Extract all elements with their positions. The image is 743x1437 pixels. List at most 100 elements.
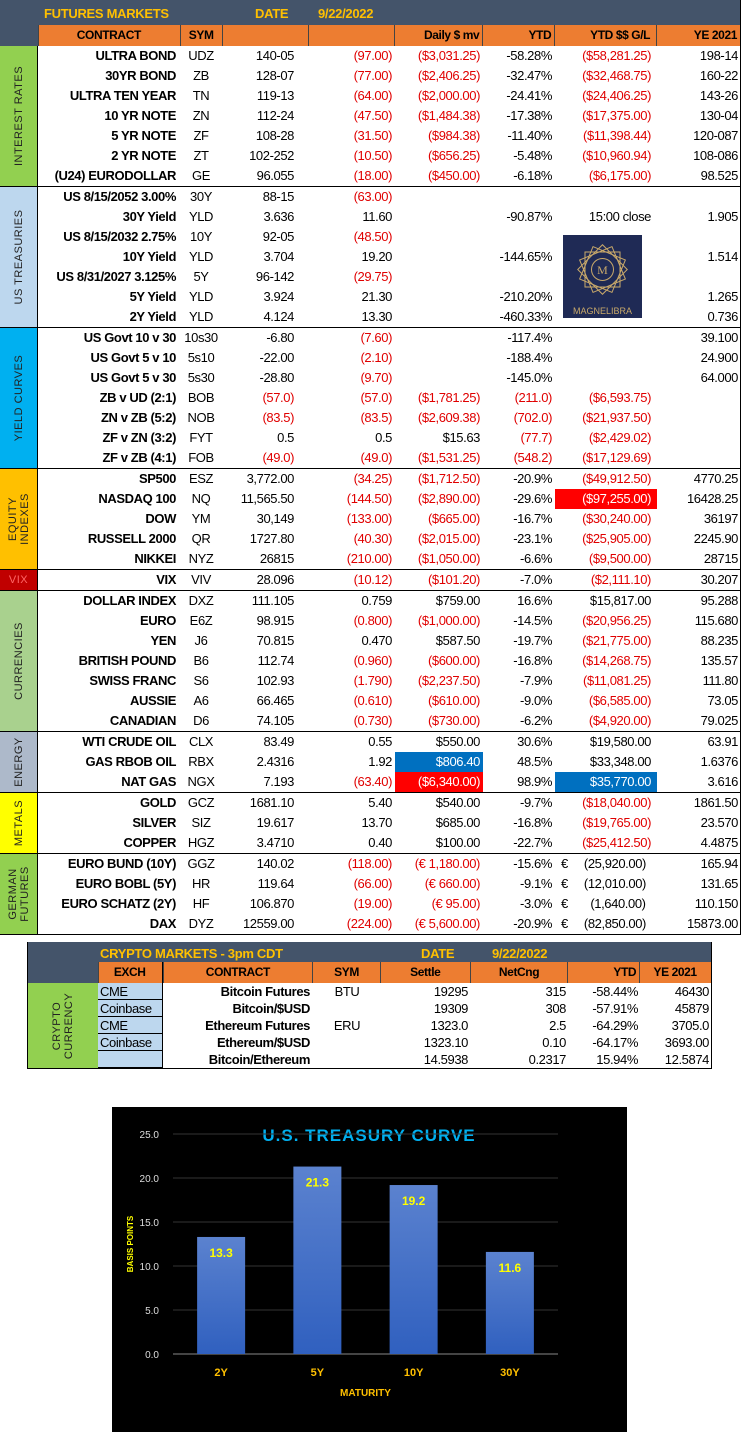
y-tick-label: 15.0 bbox=[140, 1218, 160, 1229]
cell-ytd: -58.44% bbox=[592, 984, 638, 999]
cell-daily: ($1,781.25) bbox=[417, 390, 480, 405]
cell-sym: UDZ bbox=[188, 48, 214, 63]
column-header: CONTRACT bbox=[162, 962, 313, 983]
cell-sym: NOB bbox=[187, 410, 215, 425]
cell-last: 112.74 bbox=[257, 653, 295, 668]
cell-sym: NGX bbox=[187, 774, 215, 789]
cell-contract: DOW bbox=[145, 511, 176, 526]
cell-contract: AUSSIE bbox=[129, 693, 176, 708]
x-tick-label: 5Y bbox=[311, 1367, 325, 1379]
cell-exch bbox=[98, 1051, 163, 1068]
column-header: YE 2021 bbox=[639, 962, 711, 983]
cell-ytd: 15.94% bbox=[596, 1052, 638, 1067]
cell-sym: 5Y bbox=[193, 269, 209, 284]
cell-contract: US 8/15/2032 2.75% bbox=[63, 229, 176, 244]
cell-last: 0.5 bbox=[277, 430, 294, 445]
futures-markets-table: FUTURES MARKETS DATE 9/22/2022 CONTRACT S… bbox=[0, 0, 741, 935]
cell-last: 119-13 bbox=[256, 88, 295, 103]
cell-ytd: -14.5% bbox=[513, 613, 552, 628]
cell-ytd: -6.2% bbox=[520, 713, 552, 728]
cell-ye: 115.680 bbox=[694, 613, 739, 628]
cell-last: 106.870 bbox=[249, 896, 295, 911]
cell-daily: ($1,484.38) bbox=[417, 108, 480, 123]
cell-ytd_gl: € (1,640.00) bbox=[561, 896, 646, 911]
cell-ye: 46430 bbox=[674, 984, 710, 999]
cell-exch: Coinbase bbox=[98, 1000, 163, 1017]
section-rows: US 8/15/2052 3.00% 30Y 88-15 (63.00) 30Y Yie… bbox=[38, 187, 741, 327]
cell-contract: EURO SCHATZ (2Y) bbox=[61, 896, 176, 911]
table-row: GOLD GCZ 1681.10 5.40 $540.00 -9.7% ($18,040.0… bbox=[38, 793, 741, 813]
cell-chg: (31.50) bbox=[353, 128, 393, 143]
cell-ytd_gl: ($6,175.00) bbox=[588, 168, 651, 183]
cell-chg: (57.0) bbox=[360, 390, 392, 405]
cell-contract: COPPER bbox=[123, 835, 176, 850]
y-tick-label: 0.0 bbox=[145, 1350, 159, 1361]
column-header-row: CONTRACT SYM Daily $ mv YTD YTD $$ G/L YE 202… bbox=[0, 25, 740, 46]
data-label: 13.3 bbox=[209, 1246, 233, 1260]
cell-chg: (0.610) bbox=[353, 693, 393, 708]
crypto-row: CME Ethereum Futures ERU 1323.0 2.5 -64.29% 37… bbox=[98, 1017, 713, 1034]
cell-ytd: -17.38% bbox=[506, 108, 552, 123]
cell-ytd: 48.5% bbox=[517, 754, 552, 769]
cell-ytd_gl: ($20,956.25) bbox=[582, 613, 651, 628]
cell-last: 19.617 bbox=[256, 815, 295, 830]
cell-chg: (9.70) bbox=[360, 370, 392, 385]
section-label: YIELD CURVES bbox=[0, 328, 38, 468]
table-row: 5Y Yield YLD 3.924 21.30 -210.20% 1.265 bbox=[38, 287, 741, 307]
cell-ye: 30.207 bbox=[700, 572, 739, 587]
cell-ytd_gl: ($14,268.75) bbox=[582, 653, 651, 668]
cell-ytd_gl bbox=[555, 348, 657, 368]
cell-ytd_gl: ($25,905.00) bbox=[582, 531, 651, 546]
cell-ytd: -210.20% bbox=[499, 289, 553, 304]
section-label: ENERGY bbox=[0, 732, 38, 792]
section-label: GERMAN FUTURES bbox=[0, 854, 38, 934]
cell-daily: ($450.00) bbox=[427, 168, 480, 183]
section-label-text: GERMAN FUTURES bbox=[6, 866, 31, 922]
cell-chg: (34.25) bbox=[353, 471, 393, 486]
cell-ytd: -145.0% bbox=[506, 370, 552, 385]
cell-ye bbox=[657, 448, 741, 468]
column-header: YTD bbox=[482, 25, 555, 46]
section-rows: WTI CRUDE OIL CLX 83.49 0.55 $550.00 30.6% $19… bbox=[38, 732, 741, 792]
cell-chg: 0.5 bbox=[375, 430, 392, 445]
section-energy: ENERGY WTI CRUDE OIL CLX 83.49 0.55 $550.00 30… bbox=[0, 731, 740, 792]
cell-sym: RBX bbox=[188, 754, 214, 769]
cell-last: 83.49 bbox=[263, 734, 294, 749]
cell-daily: ($730.00) bbox=[427, 713, 480, 728]
cell-last: 108-28 bbox=[255, 128, 294, 143]
crypto-column-header-row: EXCH CONTRACT SYM Settle NetCng YTD YE 2021 bbox=[28, 962, 711, 983]
section-label-text: ENERGY bbox=[12, 737, 25, 787]
column-header: Settle bbox=[379, 962, 470, 983]
cell-ye: 165.94 bbox=[700, 856, 739, 871]
cell-sym: NYZ bbox=[188, 551, 214, 566]
cell-daily: ($2,609.38) bbox=[417, 410, 480, 425]
cell-ytd_gl: ($21,775.00) bbox=[582, 633, 651, 648]
cell-ye bbox=[657, 408, 741, 428]
cell-daily: $550.00 bbox=[435, 734, 481, 749]
cell-contract: EURO BOBL (5Y) bbox=[75, 876, 177, 891]
cell-chg: 0.759 bbox=[361, 593, 392, 608]
section-label-text: YIELD CURVES bbox=[12, 354, 25, 442]
cell-last: 26815 bbox=[259, 551, 295, 566]
cell-net: 0.2317 bbox=[528, 1052, 567, 1067]
cell-daily: ($1,531.25) bbox=[417, 450, 480, 465]
cell-ytd: -460.33% bbox=[499, 309, 553, 324]
cell-chg: (7.60) bbox=[360, 330, 392, 345]
cell-last: 119.64 bbox=[257, 876, 295, 891]
table-row: EURO BOBL (5Y) HR 119.64 (66.00) (€ 660.00) -… bbox=[38, 874, 741, 894]
cell-ye: 4.4875 bbox=[700, 835, 739, 850]
cell-last: (57.0) bbox=[262, 390, 294, 405]
cell-sym: A6 bbox=[193, 693, 209, 708]
chart-title: U.S. TREASURY CURVE bbox=[262, 1126, 475, 1145]
cell-daily bbox=[395, 348, 483, 368]
cell-last: 1681.10 bbox=[249, 795, 295, 810]
cell-sym: CLX bbox=[188, 734, 214, 749]
cell-daily bbox=[395, 227, 483, 247]
cell-contract: US Govt 5 v 10 bbox=[90, 350, 177, 365]
cell-ytd: -16.8% bbox=[513, 815, 552, 830]
table-row: US Govt 5 v 10 5s10 -22.00 (2.10) -188.4% 24.… bbox=[38, 348, 741, 368]
section-yield-curves: YIELD CURVES US Govt 10 v 30 10s30 -6.80 (7.… bbox=[0, 327, 740, 468]
cell-daily: (€ 660.00) bbox=[424, 876, 481, 891]
cell-ytd: -32.47% bbox=[506, 68, 552, 83]
cell-ye: 15873.00 bbox=[686, 916, 738, 931]
